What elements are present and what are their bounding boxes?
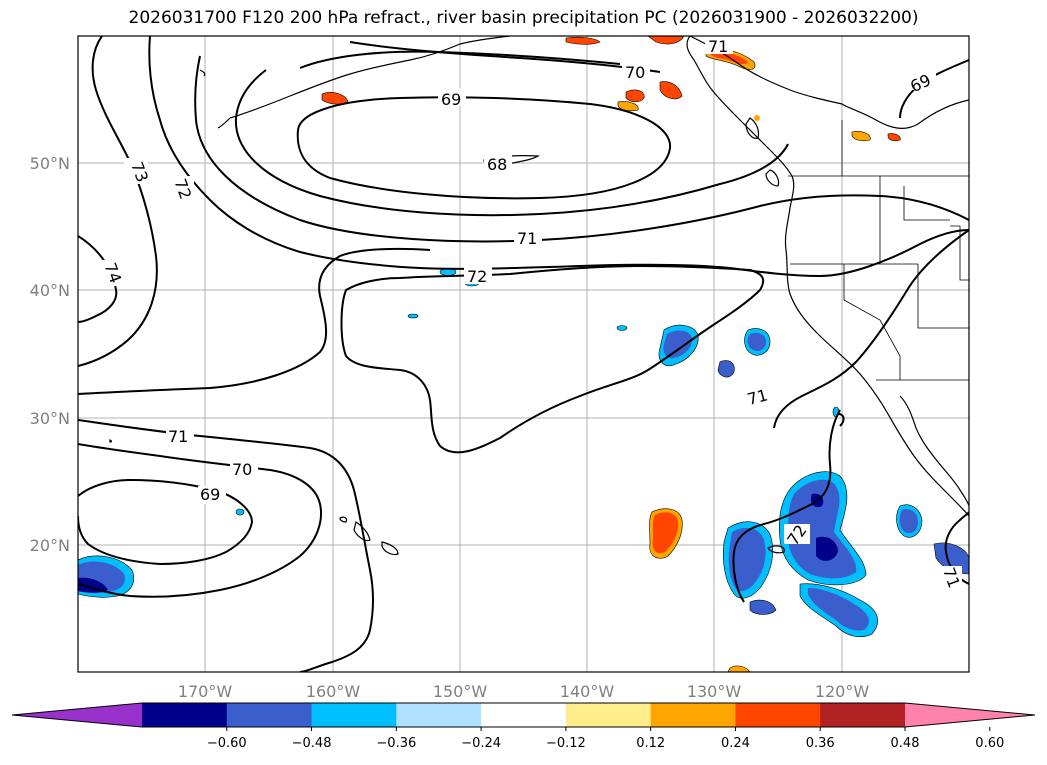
contour-label: 70 [232,460,252,479]
colorbar-segment [396,703,482,727]
colorbar-segment [311,703,397,727]
lon-label: 150°W [433,682,488,701]
contour-label: 71 [708,37,728,56]
lon-label: 120°W [815,682,870,701]
colorbar-outline [11,702,1036,728]
map-title: 2026031700 F120 200 hPa refract., river … [128,8,919,28]
lon-label: 140°W [560,682,615,701]
contour-label: 71 [168,427,188,446]
latitude-labels: 50°N 40°N 30°N 20°N [30,154,70,555]
colorbar-tick-label: 0.24 [721,736,750,751]
contour-label: 70 [625,63,645,82]
precip-negative-areas [78,268,969,638]
colorbar-tick-label: 0.48 [891,736,920,751]
colorbar-tick-label: −0.48 [292,736,332,751]
contour-label: 68 [487,155,507,174]
lon-label: 130°W [687,682,742,701]
colorbar-tick-label: 0.36 [806,736,835,751]
colorbar-tick-label: −0.36 [376,736,416,751]
colorbar-tick-label: −0.60 [207,736,247,751]
colorbar-extend-low [12,703,142,727]
colorbar-segment [565,703,652,727]
contour-label: 72 [467,267,487,286]
colorbar: −0.60 −0.48 −0.36 −0.24 −0.12 0.12 0.24 0.36 0.4… [11,702,1036,751]
lat-label: 50°N [30,154,70,173]
colorbar-segment [650,703,736,727]
lat-label: 30°N [30,409,70,428]
colorbar-segment [481,703,567,727]
precip-positive-areas [321,36,901,672]
colorbar-segment [226,703,313,727]
contour-label: 71 [745,385,770,409]
colorbar-segment [142,703,228,727]
map-frame [77,35,970,673]
colorbar-tick-label: 0.12 [636,736,665,751]
borders [788,120,969,381]
graticule [78,36,969,672]
contour-label: 71 [517,229,537,248]
lon-label: 160°W [306,682,361,701]
contour-label: 69 [200,485,220,504]
colorbar-tick-label: 0.60 [975,736,1004,751]
lat-label: 40°N [30,281,70,300]
longitude-labels: 170°W 160°W 150°W 140°W 130°W 120°W [178,682,870,701]
colorbar-extend-high [905,703,1035,727]
colorbar-tick-label: −0.12 [546,736,586,751]
lon-label: 170°W [178,682,233,701]
lat-label: 20°N [30,536,70,555]
colorbar-tick-label: −0.24 [461,736,501,751]
contour-label: 69 [441,90,461,109]
coastlines [109,36,969,556]
colorbar-segment [820,703,906,727]
colorbar-segment [735,703,821,727]
